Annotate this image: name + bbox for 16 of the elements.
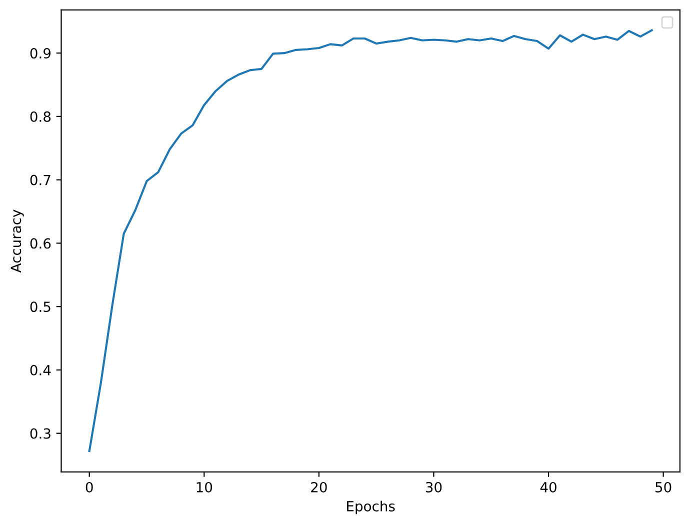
x-tick-label: 50 [656,482,672,492]
x-axis-title: Epochs [347,500,395,514]
line-series [88,29,653,452]
y-tick-label: 0.6 [30,238,51,249]
x-tick-label: 10 [196,482,212,492]
y-tick-label: 0.3 [30,428,50,439]
y-axis-title: Accuracy [10,210,24,273]
y-tick-label: 0.4 [30,364,51,376]
x-tick-label: 30 [426,482,442,492]
y-tick-label: 0.5 [30,302,50,312]
y-tick-label: 0.9 [30,48,51,59]
y-tick-label: 0.8 [30,111,51,122]
x-tick-label: 20 [311,482,327,492]
y-tick-label: 0.7 [30,174,50,186]
x-tick-label: 40 [540,482,556,492]
x-tick-label: 0 [86,482,93,492]
